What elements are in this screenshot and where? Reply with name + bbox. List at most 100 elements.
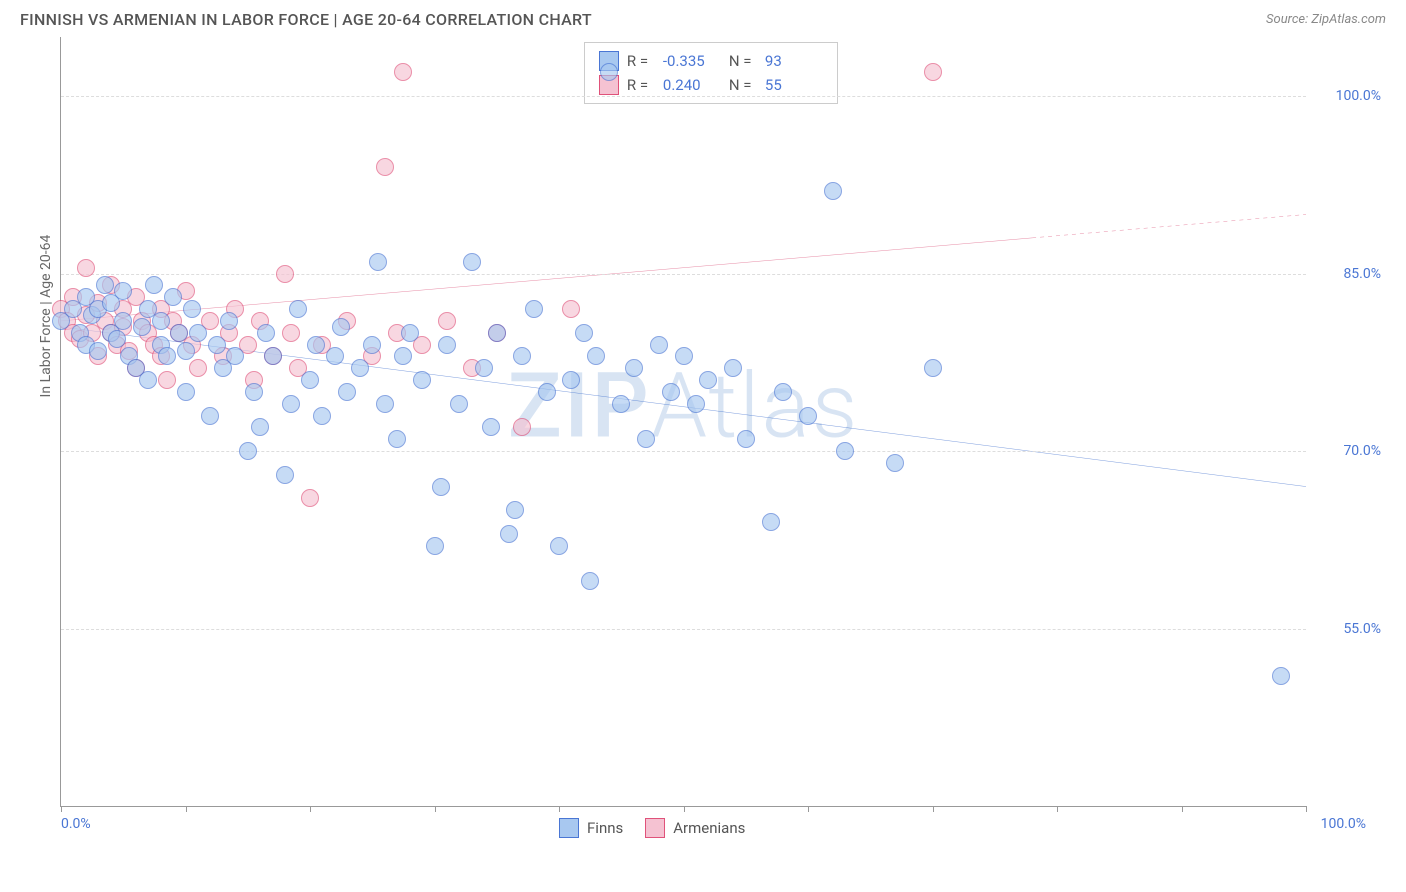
data-point bbox=[538, 383, 556, 401]
data-point bbox=[226, 347, 244, 365]
swatch-blue-icon bbox=[559, 818, 579, 838]
stat-label: N = bbox=[729, 52, 757, 70]
data-point bbox=[376, 158, 394, 176]
x-tick bbox=[61, 806, 62, 812]
data-point bbox=[612, 395, 630, 413]
data-point bbox=[413, 371, 431, 389]
legend-item-finns: Finns bbox=[559, 818, 623, 838]
plot-area: ZIPAtlas In Labor Force | Age 20-64 R = … bbox=[60, 37, 1306, 807]
chart-title: FINNISH VS ARMENIAN IN LABOR FORCE | AGE… bbox=[20, 10, 592, 29]
x-tick bbox=[933, 806, 934, 812]
data-point bbox=[177, 383, 195, 401]
data-point bbox=[301, 371, 319, 389]
x-tick bbox=[1057, 806, 1058, 812]
data-point bbox=[662, 383, 680, 401]
data-point bbox=[388, 430, 406, 448]
grid-line bbox=[61, 629, 1306, 630]
data-point bbox=[276, 466, 294, 484]
data-point bbox=[587, 347, 605, 365]
data-point bbox=[363, 336, 381, 354]
data-point bbox=[139, 371, 157, 389]
data-point bbox=[301, 489, 319, 507]
x-tick bbox=[684, 806, 685, 812]
data-point bbox=[351, 359, 369, 377]
x-tick bbox=[1182, 806, 1183, 812]
y-axis-title: In Labor Force | Age 20-64 bbox=[38, 234, 54, 397]
legend-series: Finns Armenians bbox=[559, 818, 745, 838]
data-point bbox=[450, 395, 468, 413]
data-point bbox=[282, 395, 300, 413]
data-point bbox=[637, 430, 655, 448]
data-point bbox=[401, 324, 419, 342]
data-point bbox=[575, 324, 593, 342]
x-tick bbox=[559, 806, 560, 812]
data-point bbox=[257, 324, 275, 342]
data-point bbox=[525, 300, 543, 318]
x-label-min: 0.0% bbox=[61, 816, 91, 832]
data-point bbox=[562, 371, 580, 389]
data-point bbox=[625, 359, 643, 377]
y-tick-label: 70.0% bbox=[1311, 443, 1381, 459]
data-point bbox=[177, 342, 195, 360]
x-tick bbox=[186, 806, 187, 812]
data-point bbox=[675, 347, 693, 365]
data-point bbox=[438, 312, 456, 330]
data-point bbox=[276, 265, 294, 283]
legend-stats: R = -0.335 N = 93 R = 0.240 N = 55 bbox=[584, 42, 838, 104]
data-point bbox=[687, 395, 705, 413]
data-point bbox=[774, 383, 792, 401]
data-point bbox=[488, 324, 506, 342]
data-point bbox=[1272, 667, 1290, 685]
data-point bbox=[482, 418, 500, 436]
stat-label: R = bbox=[627, 52, 655, 70]
data-point bbox=[438, 336, 456, 354]
data-point bbox=[513, 418, 531, 436]
grid-line bbox=[61, 274, 1306, 275]
data-point bbox=[220, 312, 238, 330]
legend-stats-row-finns: R = -0.335 N = 93 bbox=[599, 49, 823, 73]
data-point bbox=[133, 318, 151, 336]
x-tick bbox=[808, 806, 809, 812]
x-tick bbox=[435, 806, 436, 812]
data-point bbox=[394, 347, 412, 365]
data-point bbox=[562, 300, 580, 318]
data-point bbox=[369, 253, 387, 271]
data-point bbox=[762, 513, 780, 531]
data-point bbox=[376, 395, 394, 413]
data-point bbox=[158, 371, 176, 389]
data-point bbox=[313, 407, 331, 425]
data-point bbox=[114, 312, 132, 330]
grid-line bbox=[61, 96, 1306, 97]
data-point bbox=[201, 407, 219, 425]
data-point bbox=[699, 371, 717, 389]
data-point bbox=[208, 336, 226, 354]
data-point bbox=[650, 336, 668, 354]
stat-label: R = bbox=[627, 76, 655, 94]
data-point bbox=[332, 318, 350, 336]
data-point bbox=[282, 324, 300, 342]
x-tick bbox=[310, 806, 311, 812]
data-point bbox=[506, 501, 524, 519]
data-point bbox=[251, 418, 269, 436]
data-point bbox=[836, 442, 854, 460]
data-point bbox=[426, 537, 444, 555]
data-point bbox=[152, 312, 170, 330]
stat-n-armenians: 55 bbox=[765, 76, 823, 94]
data-point bbox=[600, 63, 618, 81]
swatch-pink-icon bbox=[645, 818, 665, 838]
source-attribution: Source: ZipAtlas.com bbox=[1266, 12, 1386, 27]
data-point bbox=[108, 330, 126, 348]
data-point bbox=[145, 276, 163, 294]
data-point bbox=[463, 253, 481, 271]
data-point bbox=[114, 282, 132, 300]
y-tick-label: 85.0% bbox=[1311, 266, 1381, 282]
y-tick-label: 55.0% bbox=[1311, 621, 1381, 637]
data-point bbox=[96, 276, 114, 294]
data-point bbox=[581, 572, 599, 590]
chart-container: ZIPAtlas In Labor Force | Age 20-64 R = … bbox=[20, 37, 1386, 857]
x-tick bbox=[1306, 806, 1307, 812]
data-point bbox=[500, 525, 518, 543]
data-point bbox=[326, 347, 344, 365]
legend-label: Armenians bbox=[673, 819, 745, 837]
data-point bbox=[724, 359, 742, 377]
